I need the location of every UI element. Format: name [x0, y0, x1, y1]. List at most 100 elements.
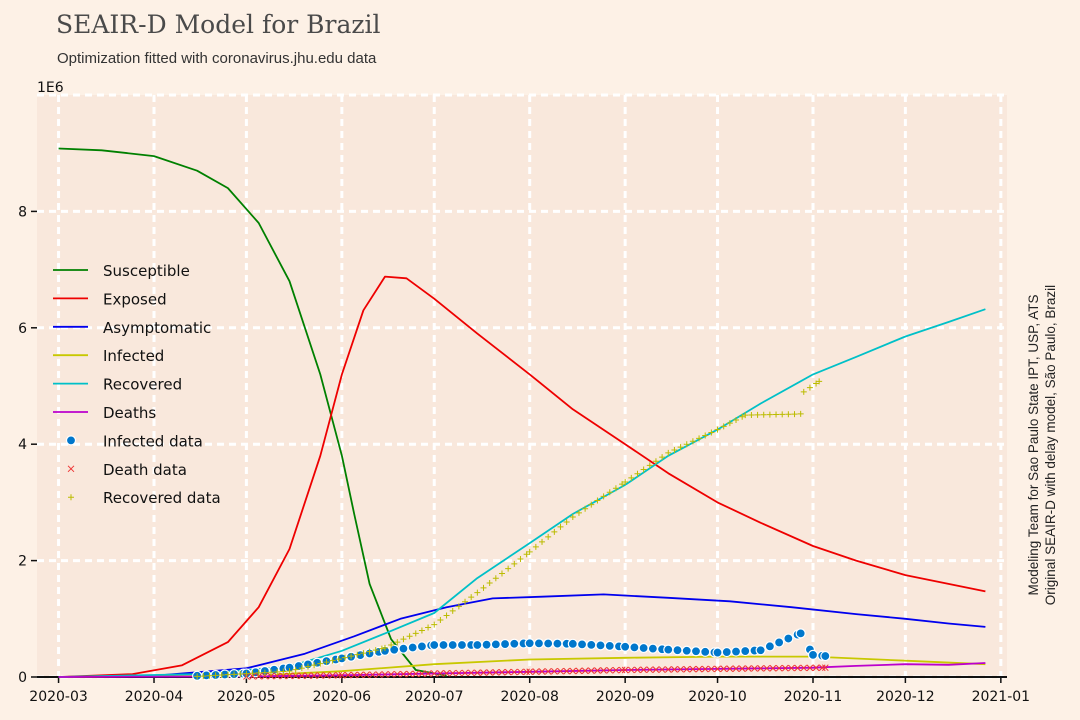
data-point-death-data [627, 666, 635, 674]
data-point-death-data [744, 665, 752, 672]
data-point-death-data [732, 665, 740, 673]
data-point-death-data [594, 667, 601, 674]
data-point-death-data [646, 666, 654, 674]
data-point-recovered-data [640, 466, 647, 473]
data-point-infected-data [730, 646, 742, 657]
y-tick-label: 8 [18, 204, 27, 220]
series-line-exposed [58, 275, 986, 678]
data-point-recovered-data [462, 598, 469, 605]
data-point-recovered-data [268, 669, 275, 676]
data-point-infected-data [638, 642, 649, 654]
data-point-recovered-data [394, 639, 401, 646]
data-point-death-data [443, 669, 450, 677]
data-point-death-data [344, 671, 352, 679]
data-point-recovered-data [742, 412, 749, 419]
legend-label-susceptible: Susceptible [103, 262, 190, 280]
data-point-infected-data [795, 628, 806, 639]
data-point-recovered-data [659, 454, 666, 461]
data-point-infected-data [472, 639, 483, 651]
data-point-recovered-data [378, 645, 385, 652]
data-point-death-data [612, 666, 620, 674]
axes: 2020-03 2020-04 2020-05 2020-06 2020-07 2020-… [18, 204, 1030, 705]
data-point-recovered-data [425, 624, 432, 631]
data-point-recovered-data [323, 659, 330, 666]
data-point-death-data [449, 669, 457, 677]
legend: Susceptible Exposed Asymptomatic Infected Re… [53, 262, 221, 507]
data-point-recovered-data [696, 435, 703, 442]
x-tick-label: 2020-11 [784, 689, 843, 705]
data-point-recovered-data [813, 380, 820, 387]
data-point-infected-data [416, 641, 428, 652]
y-tick-label: 4 [18, 437, 27, 453]
data-point-infected-data [398, 643, 409, 654]
data-point-recovered-data [280, 668, 287, 675]
data-point-infected-data [447, 639, 458, 651]
data-point-death-data [400, 670, 407, 678]
data-point-recovered-data [335, 656, 342, 663]
data-point-recovered-data [492, 575, 499, 582]
data-point-recovered-data [261, 669, 268, 676]
data-point-recovered-data [311, 662, 318, 669]
data-point-infected-data [524, 638, 535, 649]
data-point-infected-data [481, 639, 492, 650]
data-point-death-data [356, 671, 364, 679]
data-point-recovered-data [329, 657, 336, 664]
data-point-death-data [298, 672, 306, 680]
data-point-infected-data [712, 647, 723, 658]
data-point-death-data [652, 666, 660, 673]
data-point-death-data [517, 668, 524, 676]
data-point-recovered-data [511, 560, 518, 567]
data-point-recovered-data [237, 670, 244, 677]
data-point-infected-data [820, 650, 831, 662]
data-point-recovered-data [418, 627, 425, 634]
data-point-death-data [714, 665, 721, 673]
data-point-death-data [323, 672, 330, 679]
data-point-recovered-data [539, 538, 546, 545]
data-point-recovered-data [372, 647, 379, 654]
plot-area [37, 95, 1007, 677]
data-point-death-data [818, 664, 826, 672]
data-point-recovered-data [255, 669, 262, 676]
data-point-infected-data [690, 646, 702, 657]
data-point-death-data [310, 672, 318, 679]
data-point-death-data [286, 672, 293, 680]
data-point-infected-data [721, 646, 732, 658]
data-point-recovered-data [224, 671, 231, 678]
data-point-recovered-data [443, 612, 450, 619]
data-point-death-data [532, 668, 540, 676]
chart-subtitle: Optimization fitted with coronavirus.jhu… [57, 50, 377, 67]
data-point-death-data [455, 669, 463, 677]
data-point-death-data [316, 672, 324, 679]
data-point-recovered-data [532, 543, 539, 550]
data-point-death-data [492, 669, 500, 676]
data-point-infected-data [764, 641, 775, 652]
data-point-death-data [261, 672, 269, 680]
data-point-recovered-data [606, 489, 613, 496]
legend-label-recovered: Recovered [103, 376, 182, 394]
data-point-recovered-data [739, 413, 746, 420]
data-point-death-data [664, 666, 672, 673]
data-point-recovered-data [505, 565, 512, 572]
data-point-death-data [806, 664, 814, 672]
data-point-infected-data [740, 645, 751, 657]
data-point-recovered-data [726, 420, 733, 427]
x-tick-label: 2021-01 [972, 689, 1031, 705]
data-point-death-data [794, 664, 801, 672]
data-point-recovered-data [468, 594, 475, 601]
data-point-infected-data [543, 638, 554, 649]
data-point-death-data [279, 672, 287, 680]
data-point-recovered-data [646, 462, 653, 469]
data-point-recovered-data [317, 660, 324, 667]
legend-label-infected-data: Infected data [103, 432, 203, 450]
data-point-infected-data [663, 644, 674, 655]
x-tick-label: 2020-07 [405, 689, 464, 705]
x-tick-label: 2020-10 [688, 689, 747, 705]
series-line-susceptible [58, 147, 447, 677]
data-point-death-data [557, 667, 564, 675]
data-point-death-data [575, 667, 583, 675]
data-point-recovered-data [348, 653, 355, 660]
data-point-death-data [800, 664, 808, 672]
data-point-death-data [480, 669, 487, 676]
y-tick-label: 6 [18, 321, 27, 337]
